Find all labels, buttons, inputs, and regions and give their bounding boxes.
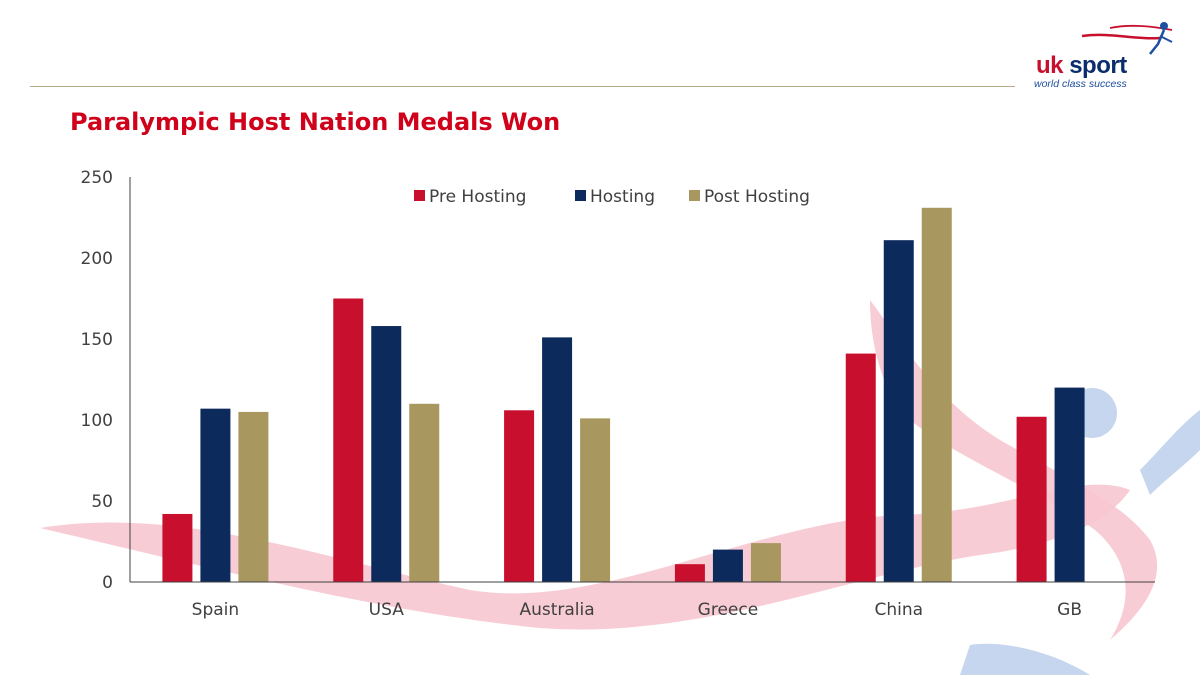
legend-swatch [575,190,586,201]
y-tick-label: 250 [81,168,113,188]
athlete-figure-icon [1081,22,1173,55]
logo-word-sport: sport [1069,52,1127,79]
bar-pre-hosting-usa [333,298,364,582]
bar-post-hosting-australia [580,418,611,582]
x-tick-label: Spain [192,600,240,620]
chart-title: Paralympic Host Nation Medals Won [70,108,561,136]
bar-post-hosting-china [921,207,952,582]
bar-post-hosting-greece [750,543,781,582]
bar-post-hosting-spain [238,411,269,582]
x-tick-label: GB [1057,600,1082,620]
bar-post-hosting-usa [409,403,440,582]
legend-swatch [414,190,425,201]
y-axis-ticks: 0 50 100 150 200 250 [81,168,113,593]
y-tick-label: 50 [91,492,113,512]
bar-hosting-gb [1054,387,1085,582]
bar-hosting-usa [371,326,402,582]
bar-pre-hosting-greece [674,564,705,582]
logo-wordmark: uk sport [1036,52,1127,80]
legend-label: Post Hosting [704,187,810,207]
bar-pre-hosting-australia [504,410,535,582]
bar-hosting-australia [542,337,573,582]
logo-word-uk: uk [1036,52,1064,79]
x-axis-ticks: Spain USA Australia Greece China GB [192,600,1082,620]
bar-series [162,207,1085,582]
bar-pre-hosting-spain [162,513,193,582]
legend-label: Pre Hosting [429,187,526,207]
uk-sport-logo[interactable]: uk sport world class success [1028,18,1178,92]
bar-pre-hosting-gb [1016,416,1047,582]
blue-ribbon-swoosh [1140,410,1200,495]
bar-hosting-spain [200,408,231,582]
legend-swatch [689,190,700,201]
bar-pre-hosting-china [845,353,876,582]
x-tick-label: China [874,600,923,620]
chart-legend: Pre Hosting Hosting Post Hosting [414,187,810,207]
x-tick-label: USA [369,600,405,620]
blue-ribbon-base [960,643,1090,675]
y-tick-label: 150 [81,330,113,350]
logo-tagline: world class success [1034,78,1127,90]
x-tick-label: Australia [519,600,594,620]
bar-hosting-china [883,240,914,582]
y-tick-label: 100 [81,411,113,431]
y-tick-label: 0 [102,573,113,593]
x-tick-label: Greece [698,600,759,620]
header-divider [30,86,1015,87]
pink-ribbon-loop [870,300,1158,640]
y-tick-label: 200 [81,249,113,269]
bar-hosting-greece [712,549,743,582]
legend-label: Hosting [590,187,655,207]
